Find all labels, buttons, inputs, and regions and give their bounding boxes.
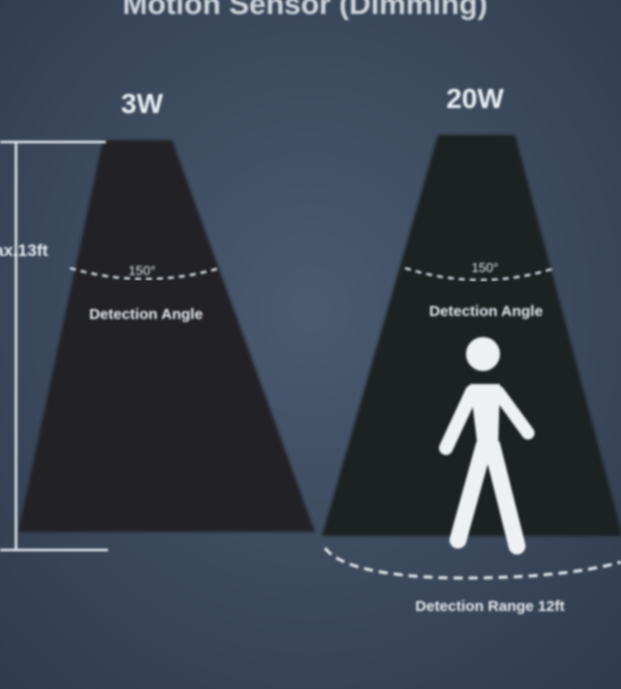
left-panel: 3W 150° Detection Angle [18,88,315,532]
right-angle-value: 150° [472,260,499,275]
detection-range-arc [323,547,621,580]
walking-person-icon [439,337,535,555]
right-power-label: 20W [446,83,504,114]
left-angle-value: 150° [129,263,156,278]
left-power-label: 3W [121,88,164,119]
page-title: Motion Sensor (Dimming) [123,0,488,21]
height-label: Max.13ft [0,241,48,260]
height-bracket [0,140,108,552]
detection-range-label: Detection Range 12ft [415,598,564,615]
right-angle-arc [404,266,556,282]
right-panel: 20W 150° Detection Angle [322,83,621,555]
left-detection-cone [18,140,315,532]
right-angle-label: Detection Angle [429,303,543,320]
right-detection-cone [322,135,621,536]
left-angle-label: Detection Angle [89,306,203,323]
left-angle-arc [69,266,221,281]
